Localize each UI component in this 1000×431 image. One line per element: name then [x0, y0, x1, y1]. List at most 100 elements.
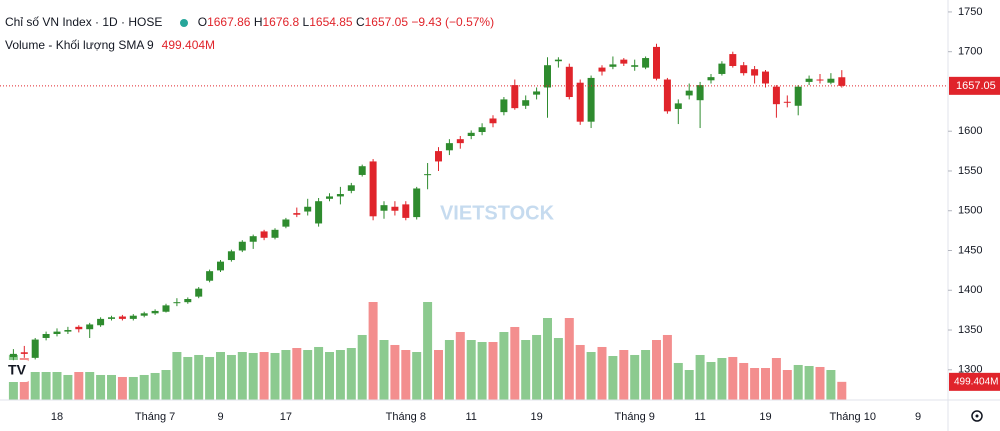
- volume-bar: [325, 352, 334, 400]
- volume-bar: [368, 302, 378, 400]
- candle-body: [9, 353, 17, 358]
- candle-body: [838, 77, 846, 86]
- volume-bar: [684, 370, 694, 400]
- candle-body: [173, 302, 181, 304]
- volume-bar: [837, 381, 847, 400]
- candle-body: [97, 318, 105, 326]
- ohlc-label: O: [197, 15, 208, 29]
- volume-bar: [706, 362, 716, 400]
- volume-bar: [444, 340, 454, 400]
- candle-body: [380, 205, 388, 211]
- candle-body: [217, 261, 224, 271]
- candle-body: [391, 206, 399, 211]
- y-tick-label: 1600: [958, 125, 982, 137]
- x-tick-label: 17: [280, 411, 292, 423]
- volume-bar: [314, 346, 324, 400]
- volume-name: Volume - Khối lượng: [5, 38, 115, 52]
- x-tick-label: Tháng 8: [386, 411, 426, 423]
- volume-bar: [695, 354, 705, 400]
- volume-bar: [510, 326, 520, 400]
- candle-body: [653, 46, 660, 79]
- candle-body: [522, 100, 530, 106]
- x-tick-label: 19: [530, 411, 542, 423]
- volume-bar: [194, 354, 204, 400]
- volume-bar: [117, 376, 127, 400]
- volume-bar: [303, 350, 313, 400]
- candle-body: [75, 326, 83, 330]
- ohlc-value: 1676.8: [262, 15, 300, 29]
- y-tick-label: 1500: [958, 205, 982, 217]
- y-tick-label: 1400: [958, 284, 982, 296]
- volume-bar: [128, 376, 138, 400]
- volume-bar: [357, 334, 367, 400]
- candle-body: [238, 241, 246, 251]
- volume-bar: [608, 356, 618, 400]
- candle-body: [489, 118, 497, 124]
- candle-body: [260, 231, 268, 238]
- candle-body: [271, 229, 279, 238]
- tv-logo: TV: [4, 360, 30, 382]
- volume-bar: [161, 370, 171, 400]
- candle-body: [53, 331, 61, 334]
- volume-bar: [466, 340, 476, 400]
- candle-body: [445, 143, 453, 151]
- candle-body: [358, 166, 366, 175]
- volume-bar: [248, 352, 258, 400]
- candle-body: [20, 352, 28, 354]
- x-tick-label: 18: [51, 411, 63, 423]
- candle-body: [435, 151, 442, 162]
- candle-body: [31, 339, 39, 358]
- candle-body: [642, 58, 650, 68]
- y-tick-label: 1750: [958, 6, 982, 18]
- volume-bar: [455, 332, 465, 400]
- volume-bar: [226, 354, 236, 400]
- ohlc-value: 1654.85: [309, 15, 353, 29]
- candle-body: [195, 288, 203, 297]
- candle-body: [609, 64, 617, 67]
- y-tick-label: 1450: [958, 244, 982, 256]
- ohlc-value: 1667.86: [207, 15, 251, 29]
- candle-body: [206, 271, 214, 281]
- volume-bar: [630, 354, 640, 400]
- candle-body: [86, 324, 94, 330]
- volume-bar: [586, 352, 596, 400]
- candle-body: [794, 86, 802, 106]
- x-tick-label: 11: [694, 411, 705, 423]
- candle-body: [467, 132, 475, 136]
- candle-body: [315, 201, 323, 224]
- candle-body: [456, 139, 464, 144]
- last-volume-box: [949, 372, 1000, 391]
- svg-text:TV: TV: [8, 362, 27, 378]
- volume-bar: [74, 372, 84, 400]
- candle-body: [827, 78, 835, 83]
- volume-bar: [390, 344, 400, 400]
- volume-bar: [652, 340, 661, 400]
- volume-bar: [543, 318, 552, 400]
- price-legend: Chỉ số VN Index · 1D · HOSE O1667.86 H16…: [5, 11, 494, 34]
- settings-icon[interactable]: [971, 410, 983, 422]
- volume-bar: [139, 374, 149, 400]
- candle-body: [326, 196, 333, 199]
- volume-bar: [434, 350, 443, 400]
- volume-bar: [804, 366, 814, 400]
- candle-body: [413, 188, 421, 218]
- watermark: VIETSTOCK: [440, 202, 555, 224]
- x-tick-label: Tháng 10: [829, 411, 875, 423]
- last-price-box: [949, 76, 1000, 95]
- volume-bar: [826, 370, 836, 400]
- volume-bar: [52, 372, 62, 400]
- candle-body: [576, 82, 584, 122]
- candle-body: [729, 54, 737, 67]
- status-dot: [180, 18, 189, 27]
- volume-bar: [597, 346, 607, 400]
- ohlc-label: C: [355, 15, 365, 29]
- candle-body: [554, 59, 562, 62]
- volume-bar: [499, 332, 509, 400]
- candle-body: [500, 99, 508, 113]
- candle-body: [783, 101, 791, 103]
- volume-bar: [750, 368, 760, 400]
- volume-bar: [150, 372, 160, 400]
- volume-bar: [717, 358, 727, 400]
- candle-body: [762, 71, 769, 84]
